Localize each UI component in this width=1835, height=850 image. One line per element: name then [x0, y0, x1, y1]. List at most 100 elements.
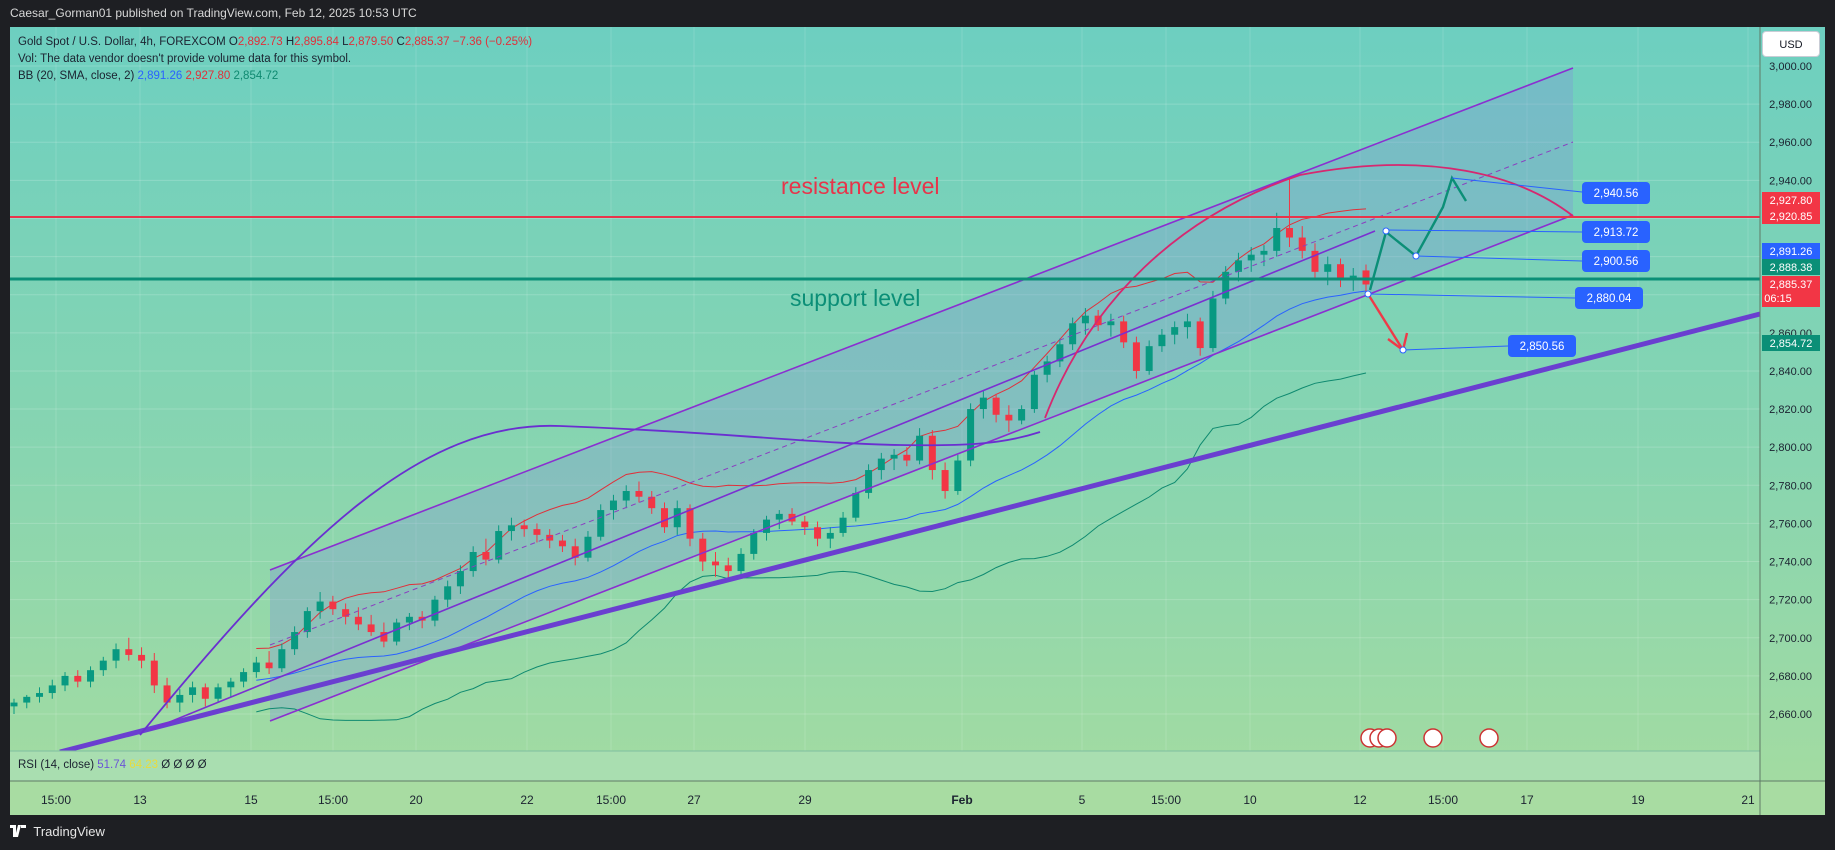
candle-body: [928, 435, 936, 471]
y-tick-label: 2,840.00: [1769, 366, 1812, 378]
candle-body: [648, 496, 656, 509]
candle-body: [1362, 270, 1370, 285]
candle-body: [150, 660, 158, 686]
candle-body: [673, 508, 681, 528]
price-label-4: 2,880.04: [1587, 293, 1632, 305]
event-flag-3: [1377, 728, 1397, 748]
candle-body: [405, 616, 413, 623]
y-tick-label: 2,740.00: [1769, 557, 1812, 569]
candle-body: [712, 561, 720, 566]
x-tick-label: 20: [409, 793, 423, 807]
candle-body: [380, 632, 388, 642]
legend-open: 2,892.73: [237, 36, 283, 48]
plot-background: [10, 27, 1825, 815]
legend-symbol: Gold Spot / U.S. Dollar, 4h, FOREXCOM: [18, 36, 226, 48]
point-2: [1412, 252, 1420, 260]
legend-vol-note: Vol: The data vendor doesn't provide vol…: [18, 53, 352, 65]
bearish-projection: [1366, 293, 1405, 351]
candle-body: [877, 458, 885, 471]
candle-body: [10, 702, 18, 707]
candle-body: [265, 662, 273, 669]
candle-body: [1234, 260, 1242, 272]
price-label-3: 2,900.56: [1594, 256, 1639, 268]
candle-body: [1183, 321, 1191, 328]
bollinger-bands: [256, 208, 1367, 721]
axis-label-countdown: 06:15: [1764, 293, 1792, 305]
candle-body: [660, 508, 668, 528]
candle-body: [495, 531, 503, 560]
candle-body: [1069, 323, 1077, 345]
candle-body: [227, 681, 235, 688]
grid: [10, 27, 1760, 751]
candle-body: [1298, 237, 1306, 251]
axis-label-resistance-bg: [1762, 208, 1820, 224]
x-tick-label: 10: [1243, 793, 1257, 807]
price-box-4: [1575, 287, 1643, 309]
legend-bb-row: BB (20, SMA, close, 2) 2,891.26 2,927.80…: [18, 68, 532, 85]
candle-body: [622, 491, 630, 501]
candle-body: [903, 454, 911, 461]
candle-body: [431, 599, 439, 621]
footer-brand: TradingView: [33, 824, 105, 839]
candle-body: [826, 532, 834, 539]
point-4: [1399, 346, 1407, 354]
candle-body: [916, 435, 924, 461]
candle-body: [303, 611, 311, 633]
candle-body: [839, 517, 847, 533]
legend: Gold Spot / U.S. Dollar, 4h, FOREXCOM O2…: [18, 34, 532, 85]
tradingview-logo-icon: [10, 816, 26, 850]
candle-body: [1196, 321, 1204, 349]
candle-body: [278, 649, 286, 669]
main-trendline: [59, 311, 1761, 755]
candle-body: [750, 532, 758, 554]
y-tick-label: 3,000.00: [1769, 61, 1812, 73]
candle-body: [1222, 271, 1230, 299]
price-label-2: 2,913.72: [1594, 227, 1639, 239]
point-1: [1382, 227, 1390, 235]
candle-body: [699, 538, 707, 562]
y-tick-label: 2,960.00: [1769, 137, 1812, 149]
price-box-3: [1582, 250, 1650, 272]
price-label-boxes: 2,940.56 2,913.72 2,900.56 2,880.04 2,85…: [1508, 182, 1650, 357]
x-tick-label: 5: [1079, 793, 1086, 807]
candle-body: [1030, 374, 1038, 410]
candle-body: [138, 654, 146, 661]
price-box-2: [1582, 221, 1650, 243]
x-tick-label: 22: [520, 793, 534, 807]
candle-body: [597, 510, 605, 537]
candle-body: [393, 622, 401, 642]
candle-body: [36, 693, 44, 697]
axis-label-bb-lower-bg: [1762, 335, 1820, 351]
candle-body: [444, 586, 452, 600]
axis-value-labels: 2,927.80 2,920.85 2,891.26 2,888.38 2,88…: [1762, 192, 1820, 351]
y-tick-label: 2,780.00: [1769, 480, 1812, 492]
support-level-label: support level: [790, 285, 921, 311]
price-label-5: 2,850.56: [1520, 341, 1565, 353]
axis-label-bb-basis-bg: [1762, 243, 1820, 259]
currency-button[interactable]: USD: [1762, 31, 1820, 57]
candle-body: [724, 565, 732, 572]
candle-body: [329, 601, 337, 610]
resistance-level-label: resistance level: [781, 173, 940, 199]
rsi-legend: RSI (14, close) 51.74 64.23 Ø Ø Ø Ø: [18, 759, 207, 771]
axis-label-bb-upper: 2,927.80: [1770, 195, 1813, 207]
x-tick-label: 15:00: [318, 793, 348, 807]
rsi-value: 51.74: [97, 759, 127, 771]
candle-body: [507, 525, 515, 532]
candle-body: [890, 454, 898, 459]
price-label-1: 2,940.56: [1594, 188, 1639, 200]
event-flag-5: [1479, 728, 1499, 748]
candle-body: [342, 609, 350, 617]
candle-body: [1158, 334, 1166, 347]
y-tick-label: 2,720.00: [1769, 595, 1812, 607]
candle-body: [737, 553, 745, 572]
legend-high: 2,895.84: [294, 36, 339, 48]
candle-body: [1336, 264, 1344, 280]
y-tick-label: 2,760.00: [1769, 518, 1812, 530]
candle-body: [967, 409, 975, 461]
legend-close-label: C: [396, 36, 405, 48]
rsi-pane: [10, 751, 1760, 781]
candle-body: [214, 687, 222, 699]
candle-body: [801, 521, 809, 528]
